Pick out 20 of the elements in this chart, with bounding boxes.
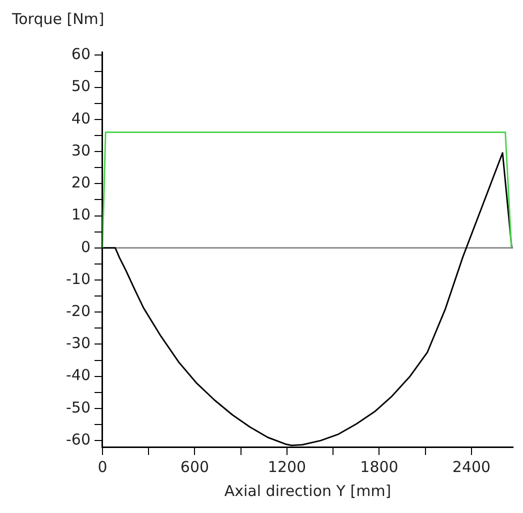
y-tick-label: 60: [71, 45, 90, 64]
y-tick-label: -20: [66, 302, 90, 320]
x-tick-label: 0: [98, 458, 108, 476]
x-tick-label: 2400: [452, 458, 491, 476]
y-tick-label: 40: [71, 109, 90, 128]
y-tick-label: -30: [66, 334, 90, 352]
y-tick-label: 10: [71, 206, 90, 224]
y-tick-label: -50: [66, 398, 90, 416]
y-tick-label: -40: [66, 366, 90, 384]
y-tick-label: -60: [66, 430, 90, 448]
y-tick-label: 50: [71, 77, 90, 96]
x-tick-label: 1200: [268, 458, 306, 476]
y-tick-label: 30: [71, 141, 90, 160]
x-axis-title: Axial direction Y [mm]: [224, 482, 392, 500]
x-tick-label: 600: [180, 458, 210, 476]
y-tick-label: 0: [80, 238, 90, 256]
x-tick-label: 1800: [360, 458, 398, 476]
y-tick-label: -10: [66, 270, 90, 288]
y-axis-title: Torque [Nm]: [12, 10, 104, 28]
y-tick-label: 20: [71, 174, 90, 192]
